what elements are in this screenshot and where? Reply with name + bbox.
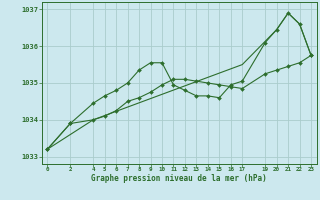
X-axis label: Graphe pression niveau de la mer (hPa): Graphe pression niveau de la mer (hPa) (91, 174, 267, 183)
